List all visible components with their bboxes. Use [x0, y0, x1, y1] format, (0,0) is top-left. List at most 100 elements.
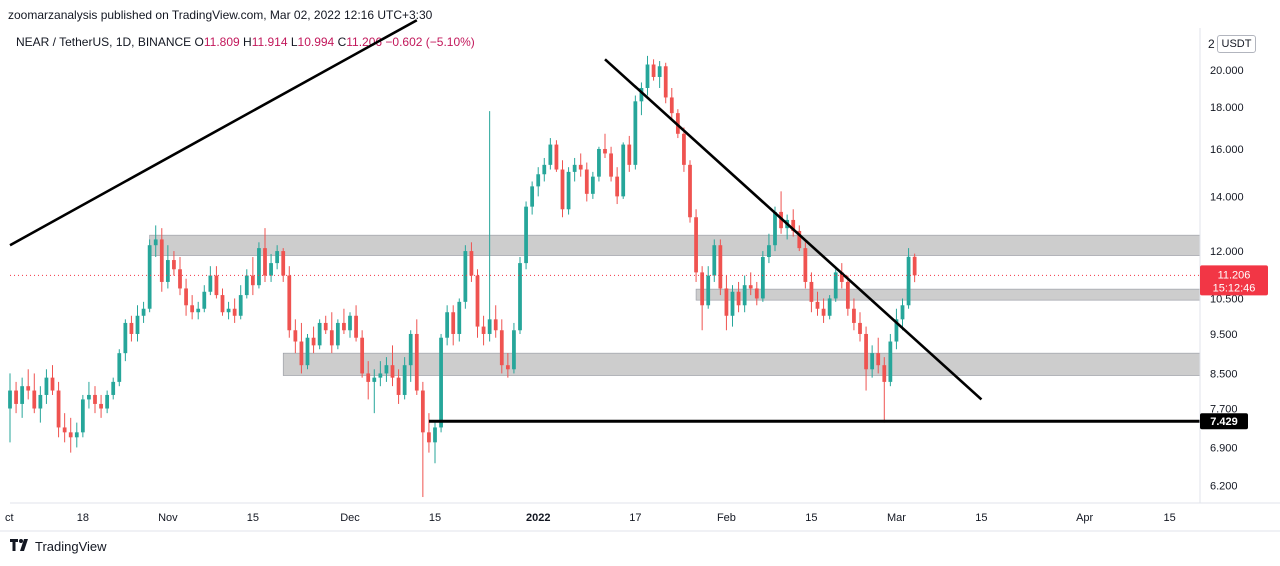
candle-body [858, 322, 862, 334]
candle-body [62, 427, 67, 433]
legend-high-value: 11.914 [251, 35, 288, 49]
candle-body [287, 275, 292, 331]
candle-body [797, 230, 802, 249]
time-tick-label: Feb [717, 512, 736, 524]
candles-layer [8, 55, 917, 498]
price-tick-label: 10.500 [1210, 293, 1244, 305]
candle-body [839, 272, 844, 282]
legend-high-label: H [243, 35, 252, 49]
candle-body [524, 206, 528, 264]
candle-body [475, 275, 480, 327]
candle-body [821, 308, 826, 316]
candle-body [748, 285, 753, 289]
tradingview-logo-icon [10, 539, 30, 554]
candle-body [651, 64, 656, 77]
candle-body [433, 427, 437, 443]
candle-body [342, 322, 346, 331]
price-tick-label: 14.000 [1210, 191, 1244, 203]
candle-body [536, 174, 541, 187]
publisher-line: zoomarzanalysis published on TradingView… [8, 8, 433, 22]
candle-body [615, 176, 620, 197]
candle-body [402, 365, 407, 395]
current-price-badge [1200, 265, 1268, 296]
candle-body [530, 186, 535, 207]
candle-body [311, 337, 316, 346]
candle-body [505, 365, 510, 370]
current-price-label: 11.206 [1218, 269, 1251, 281]
sr-zone [695, 288, 1201, 301]
candle-body [845, 281, 850, 309]
candle-body [876, 353, 881, 366]
time-tick-label: 18 [77, 512, 89, 524]
candle-body [32, 390, 37, 409]
candle-body [578, 164, 583, 170]
time-axis-ticks: ct 18 Nov 15 Dec 15 2022 17 Feb 15 Mar 15 Apr 15 [5, 512, 1176, 524]
price-tick-label: 16.000 [1210, 144, 1244, 156]
candle-body [633, 101, 638, 165]
tradingview-footer[interactable]: TradingView [10, 539, 107, 554]
candle-body [518, 263, 522, 331]
time-tick-label: 2022 [526, 512, 550, 524]
axes-layer [0, 28, 1280, 532]
candle-body [487, 319, 492, 334]
candle-body [390, 365, 395, 378]
sr-zone [282, 352, 1201, 376]
lines-layer [9, 19, 1200, 423]
candle-body [250, 275, 255, 286]
legend-low-value: 10.994 [297, 35, 335, 49]
candle-body [44, 377, 49, 395]
candle-body [8, 390, 12, 409]
candle-body [317, 322, 322, 346]
candle-body [706, 275, 711, 306]
candle-body [26, 386, 31, 391]
time-tick-label: 15 [805, 512, 817, 524]
candle-body [214, 275, 219, 296]
candle-body [202, 291, 207, 309]
candle-body [329, 330, 334, 346]
candle-body [68, 432, 73, 438]
candle-body [451, 312, 456, 334]
candle-body [548, 144, 553, 165]
candle-body [281, 251, 286, 276]
time-tick-label: 15 [1164, 512, 1176, 524]
candle-body [87, 394, 91, 400]
candle-body [238, 295, 243, 316]
candle-body [323, 322, 328, 331]
candle-body [888, 341, 893, 382]
candle-body [20, 386, 25, 404]
candle-body [372, 377, 377, 382]
candle-body [38, 394, 43, 409]
candle-body [172, 260, 176, 270]
candle-body [791, 219, 796, 231]
price-tick-label: 6.900 [1210, 442, 1238, 454]
currency-button[interactable]: USDT [1217, 35, 1256, 53]
candle-body [190, 305, 195, 313]
candle-body [609, 153, 613, 177]
candle-body [870, 353, 875, 370]
candle-body [566, 171, 571, 210]
candle-body [408, 333, 413, 366]
candle-body [864, 333, 868, 370]
candle-body [730, 291, 735, 316]
candle-body [688, 164, 692, 218]
candle-body [178, 269, 182, 289]
candle-body [627, 144, 632, 165]
legend-symbol[interactable]: NEAR / TetherUS, 1D, BINANCE [16, 35, 192, 49]
candle-body [263, 248, 267, 276]
price-tick-label: 7.700 [1210, 404, 1238, 416]
price-tick-label: 20.000 [1210, 65, 1244, 77]
candle-body [621, 144, 626, 197]
candle-body [414, 333, 419, 391]
candle-body [554, 144, 559, 170]
candle-body [439, 337, 443, 428]
time-tick-label: Apr [1076, 512, 1093, 524]
candle-body [645, 64, 650, 88]
candle-body [560, 169, 565, 210]
candle-body [682, 133, 686, 165]
time-tick-label: Mar [887, 512, 906, 524]
candle-body [912, 256, 917, 276]
candle-body [584, 169, 589, 194]
candle-body [220, 295, 225, 313]
